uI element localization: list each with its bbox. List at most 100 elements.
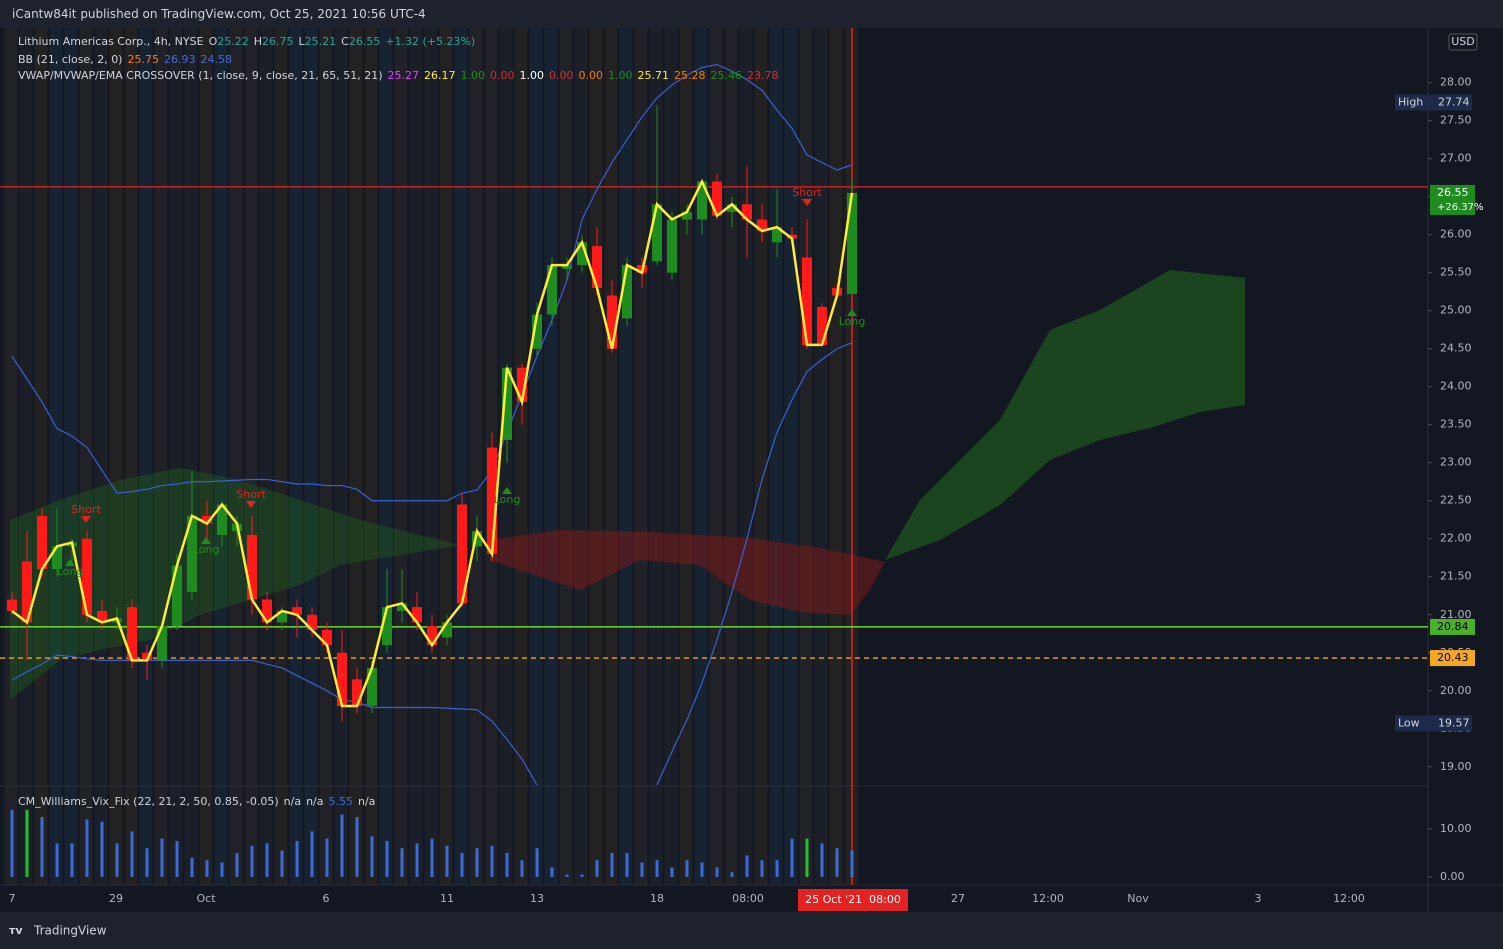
stripe — [334, 28, 348, 885]
stripe — [289, 28, 303, 885]
long-marker — [847, 309, 857, 316]
background-stripes — [4, 28, 858, 885]
stripe — [469, 28, 483, 885]
stripe — [364, 28, 378, 885]
legend-vix: CM_Williams_Vix_Fix (22, 21, 2, 50, 0.85… — [18, 795, 380, 808]
stripe — [124, 28, 138, 885]
candle-body — [802, 257, 812, 345]
bb-value: 25.75 — [127, 53, 159, 66]
vix-bar — [235, 852, 239, 877]
vix-bar — [85, 819, 89, 877]
stripe — [349, 28, 363, 885]
vix-bar — [550, 867, 554, 877]
vix-value: n/a — [306, 795, 324, 808]
candle-body — [787, 234, 797, 239]
vix-bar — [760, 860, 764, 877]
stripe — [754, 28, 768, 885]
stripe — [499, 28, 513, 885]
vix-bar — [310, 831, 314, 877]
stripe — [604, 28, 618, 885]
vix-bar — [535, 848, 539, 877]
short-marker — [81, 516, 91, 523]
stripe — [199, 28, 213, 885]
vix-bar — [355, 816, 359, 877]
cloud-red — [490, 530, 885, 615]
vix-bar — [625, 852, 629, 877]
vix-bar — [775, 860, 779, 877]
vix-bar — [700, 862, 704, 877]
candle-body — [337, 652, 347, 706]
vix-bar — [175, 840, 179, 877]
stripe — [529, 28, 543, 885]
candle-body — [772, 227, 782, 243]
cloud-green-left — [10, 468, 460, 700]
vix-bar — [820, 843, 824, 877]
vwap-value: 23.78 — [747, 69, 779, 82]
extreme-value: 27.74 — [1438, 95, 1470, 108]
ohlc-key: C — [341, 35, 349, 48]
vix-bar — [850, 850, 854, 877]
candle-body — [172, 565, 182, 627]
vix-bar — [325, 838, 329, 877]
vix-bar — [400, 848, 404, 877]
x-tick-label: 3 — [1255, 892, 1262, 905]
candle-body — [262, 599, 272, 623]
vix-bar — [520, 860, 524, 877]
candle-body — [622, 265, 632, 319]
stripe — [559, 28, 573, 885]
vix-bar — [115, 843, 119, 877]
candle-body — [7, 599, 17, 611]
x-tick-label: 08:00 — [732, 892, 764, 905]
vix-bar — [445, 845, 449, 877]
stripe — [244, 28, 258, 885]
candle-body — [532, 314, 542, 349]
vix-bar — [205, 860, 209, 877]
vix-bar — [595, 860, 599, 877]
stripe — [709, 28, 723, 885]
price-tag-label: 20.84 — [1437, 620, 1469, 633]
candle-body — [682, 211, 692, 220]
vix-value: n/a — [283, 795, 302, 808]
y-tick-label: 27.50 — [1440, 114, 1472, 127]
vix-bar — [460, 852, 464, 877]
price-tag — [1430, 184, 1475, 215]
candle-body — [517, 367, 527, 402]
y-tick-label: 21.00 — [1440, 608, 1472, 621]
v-tick-label: 0.00 — [1440, 870, 1465, 883]
candle-body — [157, 626, 167, 661]
candle-body — [97, 610, 107, 623]
vix-bar — [745, 855, 749, 877]
band-line — [11, 63, 853, 502]
vwap-value: 1.00 — [460, 69, 486, 82]
candle-body — [187, 515, 197, 592]
candle-body — [277, 610, 287, 623]
stripe — [214, 28, 228, 885]
vix-bar — [415, 843, 419, 877]
candle-body — [502, 367, 512, 440]
stripe — [619, 28, 633, 885]
stripe — [139, 28, 153, 885]
stripe — [64, 28, 78, 885]
vix-bar — [160, 838, 164, 877]
candle-body — [667, 219, 677, 273]
candle-body — [817, 306, 827, 345]
candle-body — [457, 504, 467, 604]
price-tag-sub: +26.37% — [1437, 202, 1484, 213]
long-marker — [201, 537, 211, 544]
ohlc-key: H — [253, 35, 263, 48]
vix-bar — [385, 840, 389, 877]
vix-bar — [250, 845, 254, 877]
v-tick-label: 10.00 — [1440, 822, 1472, 835]
x-tick-label: Nov — [1127, 892, 1149, 905]
stripe — [169, 28, 183, 885]
candle-body — [652, 204, 662, 262]
signal-label: Long — [193, 543, 220, 556]
stripe — [694, 28, 708, 885]
footer: TradingView — [33, 924, 107, 938]
candle-body — [202, 515, 212, 524]
vix-bar — [655, 860, 659, 877]
top-bar — [0, 0, 1503, 28]
vix-bar — [145, 848, 149, 877]
currency: USD — [1451, 35, 1475, 48]
candle-body — [562, 265, 572, 269]
